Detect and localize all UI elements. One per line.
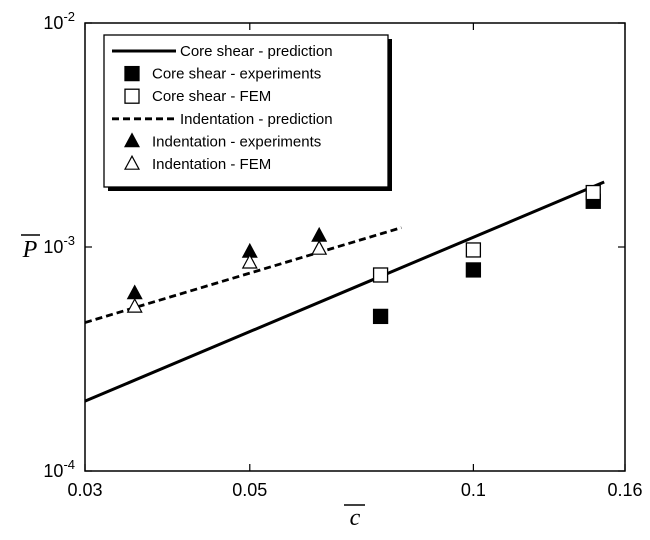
open-square-point	[585, 184, 601, 201]
y-tick-label: 10-3	[43, 233, 75, 257]
x-tick-label: 0.1	[461, 480, 486, 500]
legend-entry-label: Indentation - FEM	[152, 156, 271, 173]
y-axis-title: P	[21, 234, 40, 263]
x-tick-label: 0.16	[607, 480, 642, 500]
open-square-point	[372, 267, 389, 283]
legend-entry-label: Core shear - experiments	[152, 66, 321, 83]
legend-entry-label: Core shear - prediction	[180, 43, 333, 60]
legend: Core shear - prediction Core shear - expe…	[103, 34, 392, 191]
legend-entry-label: Indentation - prediction	[180, 111, 333, 128]
legend-marker-symbol	[124, 88, 140, 104]
open-triangle-point	[311, 239, 328, 255]
filled-square-point	[372, 308, 389, 325]
x-tick-label: 0.05	[232, 480, 267, 500]
legend-box	[103, 34, 389, 188]
y-axis-label: P	[22, 237, 38, 263]
filled-square-point	[465, 262, 482, 278]
filled-triangle-point	[311, 226, 328, 242]
legend-marker-symbol	[123, 154, 141, 170]
legend-marker-symbol	[124, 65, 140, 82]
legend-entry-label: Indentation - experiments	[152, 133, 321, 150]
core-shear-prediction-line	[84, 180, 605, 403]
open-triangle-point	[241, 253, 258, 269]
legend-entry-label: Core shear - FEM	[152, 88, 271, 105]
open-triangle-point	[126, 297, 143, 313]
y-tick-label: 10-4	[43, 457, 75, 481]
x-axis-label: c	[350, 505, 361, 531]
x-tick-label: 0.03	[67, 480, 102, 500]
series-layer	[84, 180, 605, 403]
axis-ticks: 0.03 0.05 0.1 0.16 10-4 10-3 10-2	[43, 9, 642, 500]
legend-marker-symbol	[123, 132, 141, 148]
y-tick-label: 10-2	[43, 9, 75, 33]
open-square-point	[465, 242, 482, 258]
filled-triangle-point	[126, 284, 143, 300]
x-axis-title: c	[344, 504, 365, 531]
